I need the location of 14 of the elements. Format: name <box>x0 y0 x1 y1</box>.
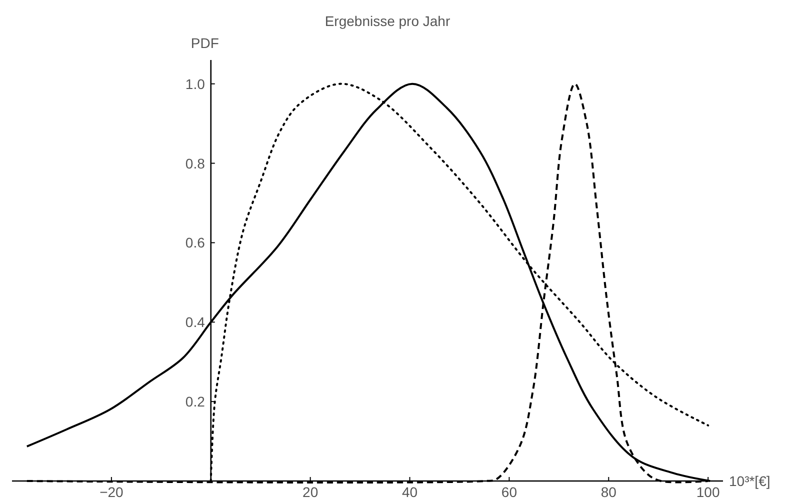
y-axis-title: PDF <box>190 35 219 51</box>
x-tick-label: 20 <box>302 484 318 500</box>
x-tick-label: 60 <box>501 484 518 500</box>
y-tick-label: 0.6 <box>185 234 206 251</box>
x-tick-label: −20 <box>100 484 124 500</box>
y-tick-label: 0.2 <box>185 394 206 410</box>
y-tick-label: 1.0 <box>185 76 206 92</box>
x-tick-label: 80 <box>600 484 617 500</box>
chart-title: Ergebnisse pro Jahr <box>324 13 450 29</box>
y-tick-label: 0.4 <box>185 314 206 330</box>
y-tick-label: 0.8 <box>185 155 206 172</box>
x-tick-label: 100 <box>696 484 720 500</box>
x-axis-title: 10³*[€] <box>729 473 770 489</box>
x-tick-label: 40 <box>402 484 418 500</box>
